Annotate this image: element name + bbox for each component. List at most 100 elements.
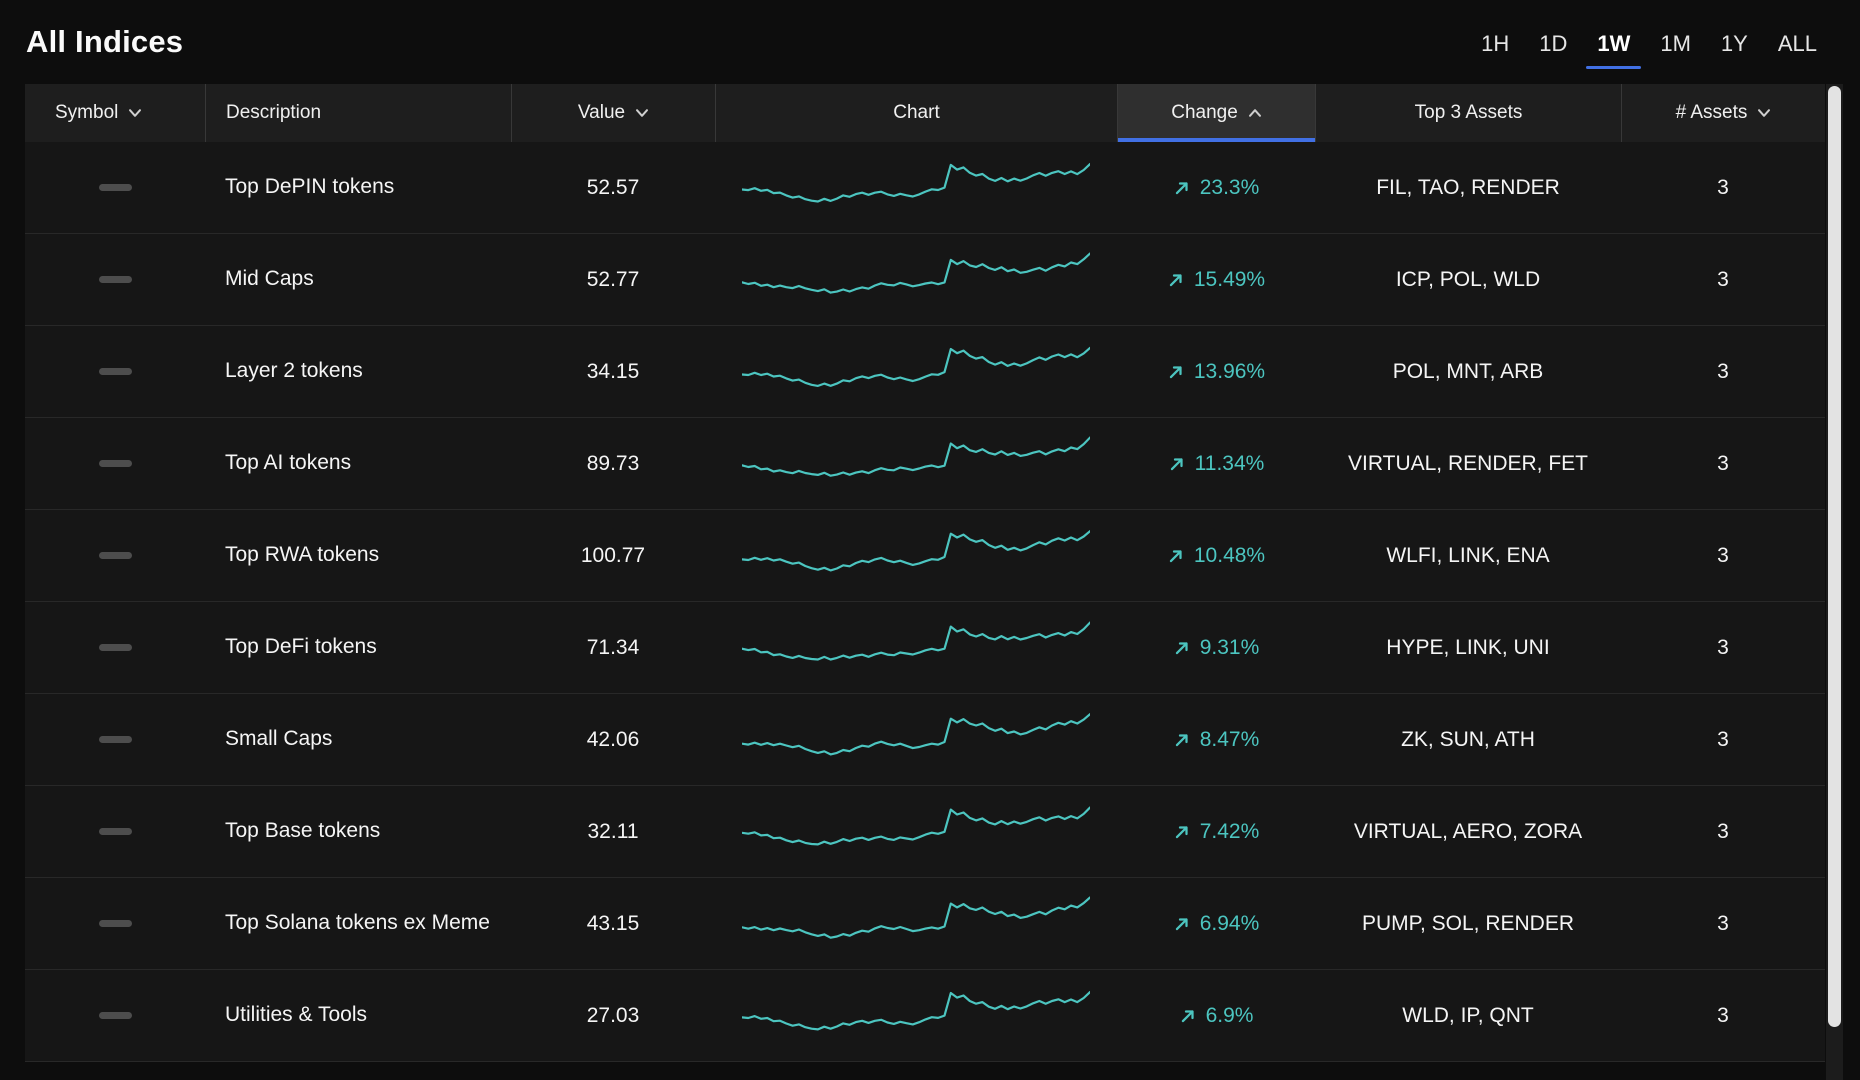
change-cell: 7.42%	[1117, 820, 1315, 844]
top3-assets-cell: WLFI, LINK, ENA	[1386, 543, 1550, 567]
symbol-placeholder-dash	[98, 552, 132, 559]
table-row[interactable]: Top RWA tokens 100.77 10.48% WLFI, LINK,…	[25, 510, 1825, 602]
table-row[interactable]: Top Solana tokens ex Meme 43.15 6.94% PU…	[25, 878, 1825, 970]
tab-1h[interactable]: 1H	[1481, 31, 1510, 56]
value-cell: 42.06	[586, 727, 640, 751]
table-body: Top DePIN tokens 52.57 23.3% FIL, TAO, R…	[25, 142, 1825, 1062]
change-value: 9.31%	[1199, 635, 1260, 659]
description-cell: Utilities & Tools	[225, 1003, 367, 1027]
chart-cell	[715, 800, 1117, 864]
description-cell: Mid Caps	[225, 267, 314, 291]
symbol-placeholder-dash	[98, 1012, 132, 1019]
table-row[interactable]: Top DePIN tokens 52.57 23.3% FIL, TAO, R…	[25, 142, 1825, 234]
table-row[interactable]: Top Base tokens 32.11 7.42% VIRTUAL, AER…	[25, 786, 1825, 878]
column-header-description-label: Description	[226, 102, 322, 123]
table-row[interactable]: Top AI tokens 89.73 11.34% VIRTUAL, REND…	[25, 418, 1825, 510]
table-row[interactable]: Mid Caps 52.77 15.49% ICP, POL, WLD 3	[25, 234, 1825, 326]
symbol-cell	[25, 276, 205, 283]
symbol-placeholder-dash	[98, 276, 132, 283]
top3-assets-cell: FIL, TAO, RENDER	[1376, 175, 1560, 199]
change-cell: 15.49%	[1117, 268, 1315, 292]
tab-1d[interactable]: 1D	[1539, 31, 1568, 56]
change-value: 8.47%	[1199, 727, 1260, 751]
change-value: 6.9%	[1205, 1003, 1254, 1027]
sort-chevron-down-icon	[129, 109, 142, 117]
table-row[interactable]: Utilities & Tools 27.03 6.9% WLD, IP, QN…	[25, 970, 1825, 1062]
chart-cell	[715, 156, 1117, 220]
column-header-chart-label: Chart	[893, 102, 940, 123]
arrow-up-right-icon	[1181, 1009, 1194, 1022]
top3-assets-cell: VIRTUAL, AERO, ZORA	[1353, 819, 1583, 843]
table-row[interactable]: Layer 2 tokens 34.15 13.96% POL, MNT, AR…	[25, 326, 1825, 418]
sort-chevron-down-icon	[636, 109, 649, 117]
arrow-up-right-icon	[1175, 641, 1188, 654]
num-assets-cell: 3	[1717, 635, 1729, 659]
sparkline-chart	[742, 895, 1090, 939]
arrow-up-right-icon	[1169, 549, 1182, 562]
change-cell: 10.48%	[1117, 544, 1315, 568]
top3-assets-cell: ZK, SUN, ATH	[1401, 727, 1535, 751]
symbol-cell	[25, 460, 205, 467]
change-value: 7.42%	[1199, 819, 1260, 843]
top3-assets-cell: ICP, POL, WLD	[1395, 267, 1541, 291]
value-cell: 52.57	[586, 175, 640, 199]
tab-1w[interactable]: 1W	[1582, 9, 1645, 75]
symbol-cell	[25, 736, 205, 743]
column-header-change-label: Change	[1171, 102, 1238, 123]
column-header-chart[interactable]: Chart	[715, 84, 1117, 142]
column-header-change-active[interactable]: Change	[1117, 84, 1315, 142]
arrow-up-right-icon	[1169, 365, 1182, 378]
value-cell: 89.73	[586, 451, 640, 475]
top-bar: All Indices 1H 1D 1W 1M 1Y ALL	[0, 0, 1860, 84]
sparkline-chart	[742, 529, 1090, 572]
table-row[interactable]: Small Caps 42.06 8.47% ZK, SUN, ATH 3	[25, 694, 1825, 786]
symbol-placeholder-dash	[98, 828, 132, 835]
scrollbar-thumb[interactable]	[1828, 86, 1841, 1028]
column-header-value[interactable]: Value	[511, 84, 715, 142]
top3-assets-cell: PUMP, SOL, RENDER	[1362, 911, 1574, 935]
num-assets-cell: 3	[1717, 911, 1729, 935]
sparkline-chart	[742, 251, 1090, 294]
change-cell: 11.34%	[1117, 452, 1315, 476]
tab-all[interactable]: ALL	[1777, 31, 1817, 56]
symbol-cell	[25, 184, 205, 191]
table-header-row: Symbol Description Value Chart Change To…	[25, 84, 1825, 142]
sort-chevron-up-icon	[1248, 109, 1261, 117]
top3-assets-cell: VIRTUAL, RENDER, FET	[1348, 451, 1588, 475]
page-title: All Indices	[26, 24, 184, 59]
chart-cell	[715, 892, 1117, 956]
tab-1y[interactable]: 1Y	[1720, 31, 1748, 56]
column-header-top3-assets[interactable]: Top 3 Assets	[1315, 84, 1621, 142]
num-assets-cell: 3	[1717, 819, 1729, 843]
tab-1m[interactable]: 1M	[1660, 31, 1691, 56]
num-assets-cell: 3	[1717, 451, 1729, 475]
sparkline-chart	[742, 620, 1090, 661]
column-header-symbol-label: Symbol	[55, 102, 119, 123]
change-value: 10.48%	[1193, 543, 1266, 567]
num-assets-cell: 3	[1717, 727, 1729, 751]
num-assets-cell: 3	[1717, 543, 1729, 567]
value-cell: 52.77	[586, 267, 640, 291]
arrow-up-right-icon	[1175, 181, 1188, 194]
value-cell: 71.34	[586, 635, 640, 659]
value-cell: 100.77	[580, 543, 646, 567]
arrow-up-right-icon	[1175, 917, 1188, 930]
sparkline-chart	[742, 712, 1090, 756]
arrow-up-right-icon	[1169, 273, 1182, 286]
column-header-symbol[interactable]: Symbol	[25, 84, 205, 142]
symbol-cell	[25, 552, 205, 559]
change-value: 15.49%	[1193, 267, 1266, 291]
symbol-placeholder-dash	[98, 644, 132, 651]
change-value: 6.94%	[1199, 911, 1260, 935]
change-value: 23.3%	[1199, 175, 1260, 199]
arrow-up-right-icon	[1175, 733, 1188, 746]
description-cell: Top AI tokens	[225, 451, 352, 475]
change-cell: 9.31%	[1117, 636, 1315, 660]
scrollbar-track[interactable]	[1826, 84, 1843, 1080]
column-header-num-assets[interactable]: # Assets	[1621, 84, 1825, 142]
table-row[interactable]: Top DeFi tokens 71.34 9.31% HYPE, LINK, …	[25, 602, 1825, 694]
column-header-description[interactable]: Description	[205, 84, 511, 142]
change-cell: 8.47%	[1117, 728, 1315, 752]
sparkline-chart	[742, 162, 1090, 203]
arrow-up-right-icon	[1170, 457, 1183, 470]
